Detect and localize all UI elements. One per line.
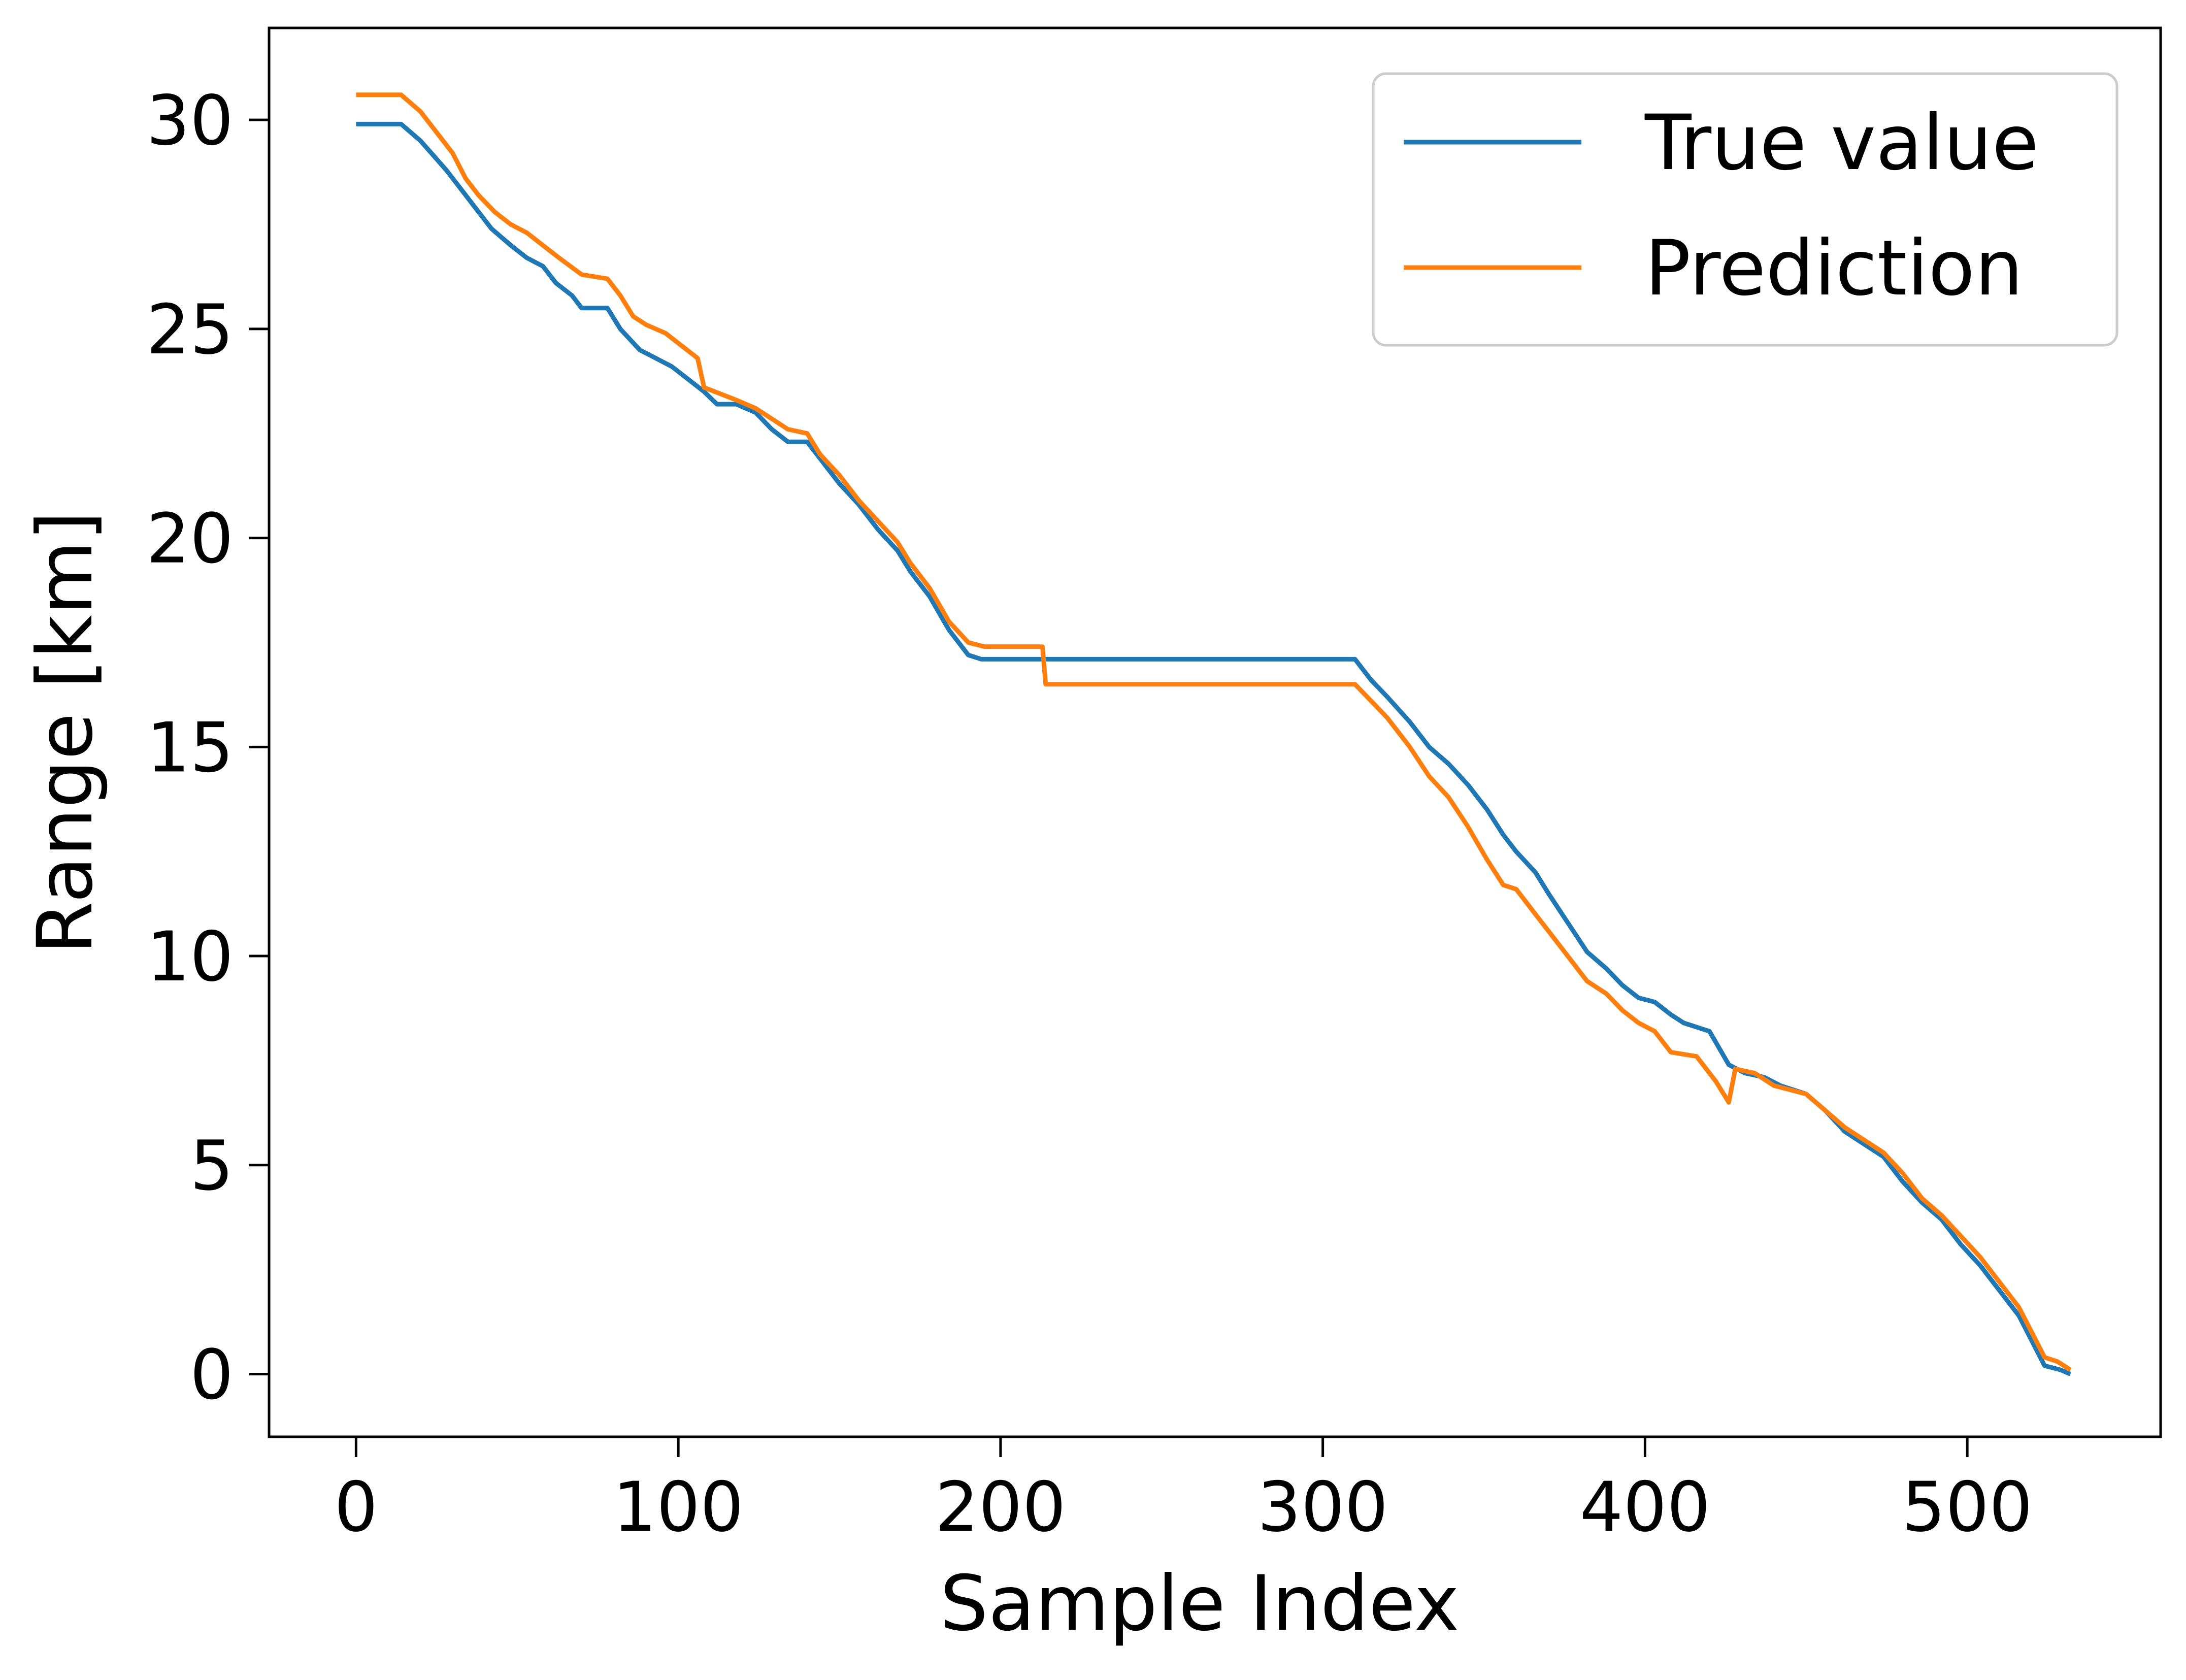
x-tick-label: 300 (1257, 1467, 1388, 1547)
legend: True value Prediction (1372, 72, 2118, 347)
x-axis-label: Sample Index (940, 1560, 1459, 1648)
y-tick-label: 30 (146, 81, 234, 160)
x-tick-label: 400 (1580, 1467, 1711, 1547)
series-line-prediction (356, 92, 2072, 1372)
y-tick-label: 20 (146, 499, 234, 579)
y-tick-label: 0 (190, 1335, 234, 1414)
x-tick-label: 200 (935, 1467, 1066, 1547)
y-tick-label: 15 (146, 708, 234, 787)
plot-area-frame (268, 26, 2162, 1438)
x-tick-label: 100 (613, 1467, 744, 1547)
series-line-true-value (356, 121, 2072, 1376)
y-axis-label: Range [km] (21, 511, 110, 954)
plot-lines (356, 92, 2072, 1376)
y-tick-label: 5 (190, 1126, 234, 1206)
legend-label-prediction: Prediction (1645, 224, 2023, 313)
x-tick-label: 500 (1902, 1467, 2033, 1547)
y-axis-ticks: 0 5 10 15 20 25 30 (146, 81, 269, 1414)
y-tick-label: 25 (146, 290, 234, 370)
y-tick-label: 10 (146, 917, 234, 997)
legend-label-true-value: True value (1644, 99, 2039, 187)
x-tick-label: 0 (334, 1467, 378, 1547)
x-axis-ticks: 0 100 200 300 400 500 (334, 1437, 2033, 1547)
